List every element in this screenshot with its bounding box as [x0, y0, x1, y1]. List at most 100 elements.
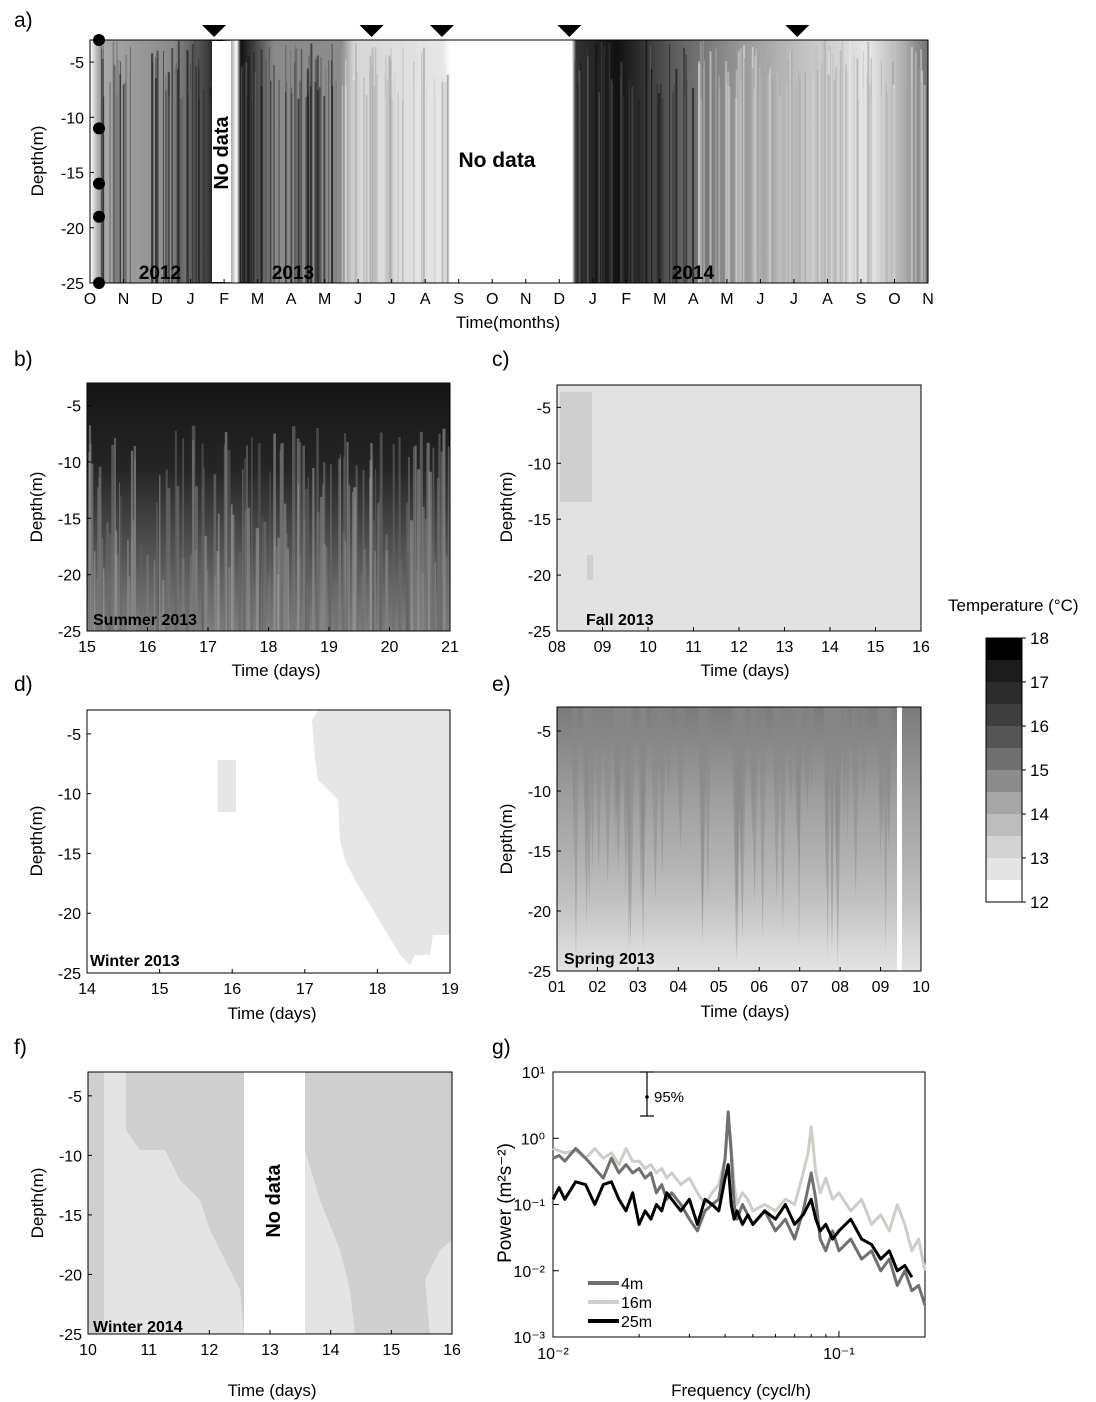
panel-a-stripes	[100, 40, 926, 284]
colorbar-tick-label: 14	[1030, 805, 1049, 824]
y-tick-label: -20	[528, 568, 551, 585]
x-tick-label: 05	[710, 979, 728, 996]
texture-stripe	[804, 72, 806, 284]
texture-stripe	[785, 82, 788, 283]
texture-stripe	[409, 520, 414, 631]
panel-e-field	[557, 707, 921, 971]
colorbar: Temperature (°C) 18 17 16 15 14 13 12	[948, 596, 1079, 912]
texture-stripe	[628, 79, 630, 283]
texture-stripe	[836, 61, 838, 283]
panel-b-x-ticks: 15 16 17 18 19 20 21	[78, 627, 459, 656]
texture-stripe	[377, 502, 380, 631]
texture-stripe	[98, 466, 102, 631]
y-tick-label: -10	[528, 456, 551, 473]
texture-stripe	[444, 64, 446, 283]
texture-spike	[885, 707, 893, 847]
x-tick-label: 02	[589, 979, 607, 996]
panel-c-ylabel: Depth(m)	[497, 472, 516, 543]
texture-stripe	[163, 50, 164, 284]
confidence-label: 95%	[654, 1089, 684, 1106]
texture-stripe	[850, 44, 852, 283]
texture-stripe	[298, 442, 302, 631]
x-tick-label: 07	[791, 979, 809, 996]
panel-e-gap	[897, 707, 902, 971]
texture-stripe	[241, 66, 243, 283]
y-tick-label: -5	[67, 399, 81, 416]
texture-stripe	[91, 463, 94, 631]
texture-stripe	[915, 52, 917, 283]
texture-spike	[772, 707, 782, 903]
texture-stripe	[238, 551, 242, 631]
texture-stripe	[703, 60, 706, 283]
texture-stripe	[383, 98, 386, 283]
x-tick-label: 16	[139, 639, 157, 656]
texture-stripe	[283, 503, 287, 631]
colorbar-tick-label: 12	[1030, 893, 1049, 912]
texture-stripe	[387, 44, 389, 283]
y-tick-label: 10⁻²	[513, 1264, 545, 1281]
texture-stripe	[117, 59, 120, 284]
texture-spike	[585, 707, 593, 910]
texture-stripe	[376, 73, 378, 283]
x-tick-label: 10⁻¹	[823, 1346, 855, 1363]
y-tick-label: 10⁻¹	[513, 1198, 545, 1215]
texture-stripe	[153, 559, 156, 631]
texture-stripe	[766, 61, 769, 283]
texture-stripe	[789, 50, 791, 283]
panel-d-patch	[218, 760, 236, 812]
x-tick-label: 04	[669, 979, 687, 996]
texture-spike	[829, 707, 834, 953]
texture-stripe	[178, 59, 181, 284]
texture-stripe	[341, 85, 343, 284]
texture-stripe	[398, 437, 401, 631]
texture-stripe	[597, 62, 599, 283]
texture-stripe	[873, 64, 876, 283]
texture-stripe	[247, 507, 250, 631]
triangle-marker	[557, 25, 582, 37]
x-tick-label: 10	[639, 639, 657, 656]
texture-stripe	[626, 66, 629, 283]
texture-stripe	[115, 41, 118, 284]
texture-stripe	[146, 554, 149, 631]
texture-stripe	[202, 486, 204, 631]
y-tick-label: -25	[58, 624, 81, 641]
colorbar-level	[986, 638, 1022, 661]
sensor-dot	[93, 34, 105, 46]
texture-spike	[637, 707, 645, 904]
texture-stripe	[432, 79, 434, 283]
colorbar-tick-label: 16	[1030, 717, 1049, 736]
confidence-bar: 95%	[640, 1071, 684, 1117]
texture-stripe	[171, 48, 174, 283]
texture-stripe	[421, 76, 423, 283]
texture-stripe	[286, 81, 288, 283]
texture-stripe	[97, 487, 99, 631]
y-tick-label: -25	[528, 964, 551, 981]
colorbar-tick-label: 15	[1030, 761, 1049, 780]
texture-stripe	[300, 48, 302, 284]
texture-spike	[675, 707, 686, 853]
triangle-marker	[202, 25, 227, 37]
panel-d-x-ticks: 14 15 16 17 18 19	[78, 969, 459, 998]
panel-d-frame	[86, 709, 451, 974]
x-tick-label: J	[756, 291, 764, 308]
texture-stripe	[762, 47, 765, 283]
texture-spike	[801, 707, 813, 814]
texture-spike	[885, 707, 892, 852]
texture-stripe	[156, 50, 159, 284]
texture-spike	[589, 707, 596, 873]
texture-stripe	[867, 41, 870, 284]
texture-stripe	[672, 75, 675, 283]
panel-e-ylabel: Depth(m)	[497, 804, 516, 875]
colorbar-level	[986, 880, 1022, 903]
texture-stripe	[164, 90, 168, 283]
panel-e-frame	[556, 706, 922, 972]
colorbar-level	[986, 682, 1022, 705]
y-tick-label: -20	[59, 1267, 82, 1284]
texture-stripe	[279, 450, 281, 631]
panel-d-y-ticks: -5 -10 -15 -20 -25	[58, 727, 91, 983]
texture-spike	[614, 707, 621, 816]
texture-stripe	[320, 56, 322, 283]
texture-stripe	[684, 98, 686, 283]
texture-stripe	[603, 46, 605, 283]
